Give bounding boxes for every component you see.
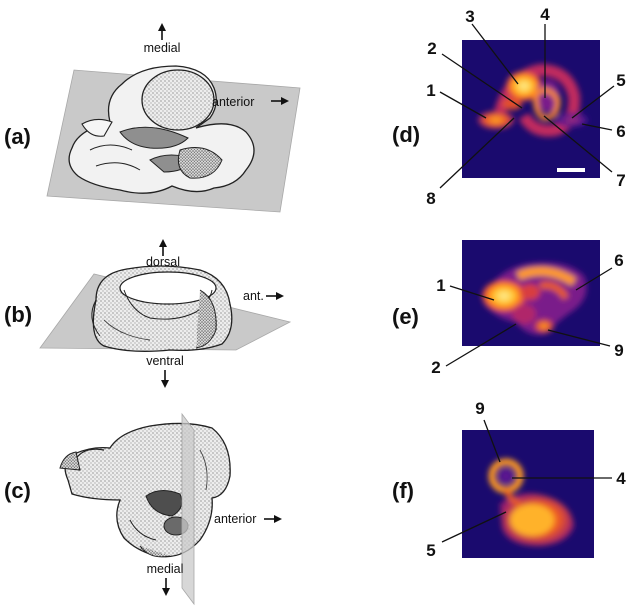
direction-label-medial: medial (144, 41, 181, 55)
direction-label-dorsal: dorsal (146, 255, 180, 269)
structure-number: 3 (465, 7, 474, 26)
structure-number: 6 (614, 251, 623, 270)
panel-c: anterior medial (c) (4, 412, 282, 606)
structure-number: 1 (426, 81, 435, 100)
leader-line (543, 115, 613, 173)
bone-drawing-b (91, 265, 233, 352)
structure-number: 1 (436, 276, 445, 295)
leader-line (441, 53, 523, 109)
direction-label-ant: ant. (243, 289, 264, 303)
direction-label-ventral: ventral (146, 354, 184, 368)
leader-line (575, 267, 613, 291)
panel-d: 1 2 3 4 5 6 7 8 (d) (392, 5, 626, 208)
structure-number: 5 (426, 541, 435, 560)
structure-number: 9 (614, 341, 623, 360)
panel-label-f: (f) (392, 478, 414, 503)
section-plane-c (181, 412, 195, 606)
panel-label-a: (a) (4, 124, 31, 149)
structure-number: 7 (616, 171, 625, 190)
panel-e: 1 2 6 9 (e) (392, 240, 624, 377)
panel-f: 9 4 5 (f) (392, 399, 626, 560)
structure-number: 8 (426, 189, 435, 208)
structure-number: 6 (616, 122, 625, 141)
panel-label-e: (e) (392, 304, 419, 329)
direction-label-anterior: anterior (214, 512, 256, 526)
leader-line (445, 323, 517, 367)
leader-line (571, 85, 615, 119)
panel-a: medial anterior (a) (4, 23, 301, 213)
leader-line (439, 117, 515, 189)
direction-label-medial: medial (147, 562, 184, 576)
leader-line (581, 123, 613, 131)
scan-intensity-f (488, 458, 574, 546)
bone-drawing-a (68, 65, 255, 194)
leader-line (471, 23, 519, 85)
structure-number: 5 (616, 71, 625, 90)
panel-label-b: (b) (4, 302, 32, 327)
bone-drawing-c (59, 422, 231, 558)
structure-number: 9 (475, 399, 484, 418)
leader-line (441, 511, 507, 543)
panel-label-d: (d) (392, 122, 420, 147)
panel-label-c: (c) (4, 478, 31, 503)
scale-bar (557, 168, 585, 172)
leader-line (547, 329, 611, 347)
leader-line (439, 91, 487, 119)
leader-line (483, 419, 501, 463)
direction-label-anterior: anterior (212, 95, 254, 109)
structure-number: 2 (431, 358, 440, 377)
structure-number: 4 (616, 469, 626, 488)
panel-b: dorsal ant. ventral (b) (4, 239, 292, 388)
scan-intensity-d (478, 63, 588, 137)
leader-line (449, 285, 495, 301)
structure-number: 2 (427, 39, 436, 58)
structure-number: 4 (540, 5, 550, 24)
scan-intensity-e (482, 262, 587, 335)
